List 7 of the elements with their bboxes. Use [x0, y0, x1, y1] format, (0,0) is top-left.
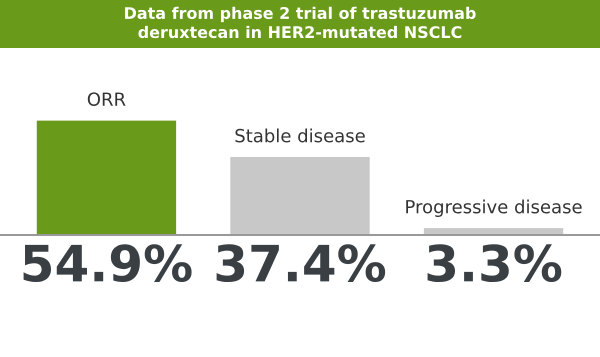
data-label: 54.9% — [24, 244, 192, 282]
x-tick-label: Progressive disease — [406, 200, 582, 218]
data-label: 37.4% — [216, 244, 386, 282]
data-label: 3.3% — [428, 244, 562, 282]
chart-title: Data from phase 2 trial of trastuzumab deruxtecan in HER2-mutated NSCLC — [125, 6, 476, 38]
x-tick-label: Stable disease — [235, 128, 365, 142]
x-tick-label: ORR — [88, 92, 126, 106]
